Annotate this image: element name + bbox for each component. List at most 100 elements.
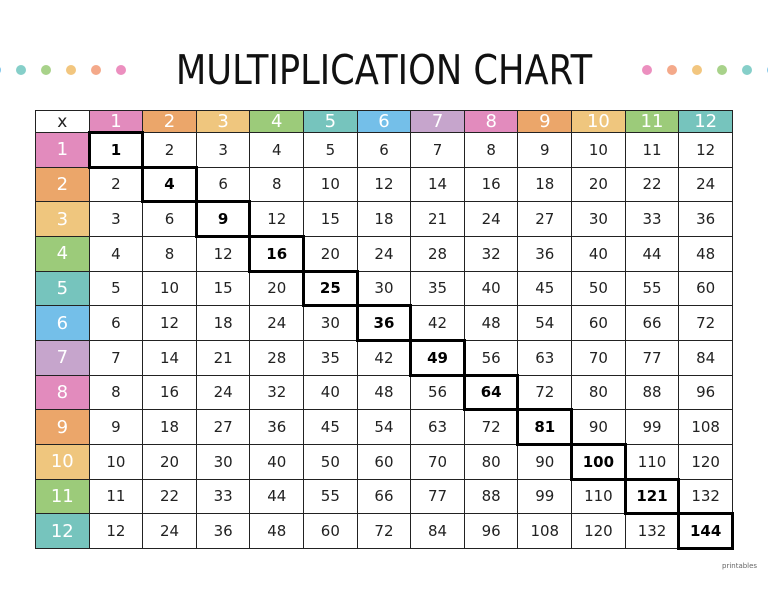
product-cell: 3 <box>88 201 144 237</box>
product-cell: 20 <box>142 443 197 480</box>
column-header: 6 <box>356 110 412 133</box>
product-cell: 18 <box>356 201 412 237</box>
product-cell: 72 <box>517 374 573 411</box>
product-cell: 48 <box>678 235 733 272</box>
product-cell: 50 <box>571 270 626 307</box>
product-cell: 30 <box>303 305 358 341</box>
square-cell: 64 <box>463 374 520 412</box>
product-cell: 30 <box>571 201 626 237</box>
column-header: 5 <box>303 110 358 133</box>
product-cell: 5 <box>303 132 358 168</box>
column-header: 7 <box>410 110 465 133</box>
product-cell: 80 <box>571 374 626 411</box>
square-cell: 49 <box>409 339 466 377</box>
column-header: 11 <box>624 110 680 133</box>
column-header: 8 <box>463 110 519 133</box>
product-cell: 10 <box>571 132 626 168</box>
product-cell: 30 <box>356 270 412 307</box>
product-cell: 132 <box>624 513 680 549</box>
product-cell: 80 <box>463 443 519 480</box>
product-cell: 36 <box>249 409 305 445</box>
product-cell: 15 <box>303 201 358 237</box>
product-cell: 88 <box>624 374 680 411</box>
decorative-dot <box>115 65 126 75</box>
table-row: 1 1 2 3 4 5 6 7 8 9 10 11 12 <box>35 131 733 169</box>
product-cell: 10 <box>303 166 358 203</box>
product-cell: 9 <box>517 132 573 168</box>
product-cell: 70 <box>571 339 626 376</box>
product-cell: 54 <box>517 305 573 341</box>
product-cell: 84 <box>678 339 733 376</box>
product-cell: 12 <box>356 166 412 203</box>
multiplication-table: x 1 2 3 4 5 6 7 8 9 10 11 12 1 1 2 3 4 5 6 7 8 9 10 11 12 2 2 4 6 8 1… <box>35 110 735 551</box>
row-header: 4 <box>35 235 90 272</box>
column-header: 1 <box>88 110 144 133</box>
product-cell: 72 <box>678 305 733 341</box>
row-header: 5 <box>35 270 90 307</box>
product-cell: 28 <box>249 339 305 376</box>
product-cell: 6 <box>88 305 144 341</box>
row-header: 7 <box>35 339 90 376</box>
product-cell: 14 <box>142 339 197 376</box>
row-header: 12 <box>35 513 90 549</box>
product-cell: 11 <box>624 132 680 168</box>
product-cell: 77 <box>410 478 465 515</box>
decorative-dot <box>742 65 753 75</box>
product-cell: 12 <box>678 132 733 168</box>
product-cell: 55 <box>624 270 680 307</box>
product-cell: 60 <box>678 270 733 307</box>
product-cell: 15 <box>195 270 251 307</box>
product-cell: 32 <box>463 235 519 272</box>
product-cell: 2 <box>142 132 197 168</box>
square-cell: 144 <box>677 512 735 551</box>
decorative-dots-left <box>0 65 126 75</box>
product-cell: 4 <box>249 132 305 168</box>
product-cell: 40 <box>249 443 305 480</box>
product-cell: 42 <box>356 339 412 376</box>
header-row: x 1 2 3 4 5 6 7 8 9 10 11 12 <box>35 110 733 133</box>
product-cell: 44 <box>249 478 305 515</box>
square-cell: 9 <box>195 200 252 239</box>
product-cell: 63 <box>517 339 573 376</box>
table-row: 3 3 6 9 12 15 18 21 24 27 30 33 36 <box>35 200 733 239</box>
square-cell: 1 <box>88 131 145 169</box>
product-cell: 48 <box>463 305 519 341</box>
decorative-dot <box>90 65 101 75</box>
product-cell: 8 <box>463 132 519 168</box>
column-header: 4 <box>249 110 305 133</box>
table-row: 7 7 14 21 28 35 42 49 56 63 70 77 84 <box>35 339 733 377</box>
product-cell: 56 <box>410 374 465 411</box>
product-cell: 18 <box>195 305 251 341</box>
product-cell: 27 <box>195 409 251 445</box>
product-cell: 7 <box>88 339 144 376</box>
product-cell: 63 <box>410 409 465 445</box>
product-cell: 120 <box>571 513 626 549</box>
product-cell: 35 <box>303 339 358 376</box>
square-cell: 16 <box>248 235 306 273</box>
table-row: 2 2 4 6 8 10 12 14 16 18 20 22 24 <box>35 166 733 204</box>
product-cell: 8 <box>249 166 305 203</box>
product-cell: 27 <box>517 201 573 237</box>
product-cell: 72 <box>463 409 519 445</box>
product-cell: 16 <box>142 374 197 411</box>
product-cell: 3 <box>195 132 251 168</box>
product-cell: 30 <box>195 443 251 480</box>
product-cell: 45 <box>303 409 358 445</box>
product-cell: 28 <box>410 235 465 272</box>
product-cell: 90 <box>571 409 626 445</box>
product-cell: 54 <box>356 409 412 445</box>
column-header: 9 <box>517 110 573 133</box>
product-cell: 20 <box>571 166 626 203</box>
corner-label: x <box>35 110 90 133</box>
decorative-dot <box>65 65 76 75</box>
product-cell: 16 <box>463 166 519 203</box>
product-cell: 4 <box>88 235 144 272</box>
square-cell: 36 <box>356 304 413 343</box>
product-cell: 18 <box>142 409 197 445</box>
product-cell: 32 <box>249 374 305 411</box>
product-cell: 24 <box>249 305 305 341</box>
product-cell: 22 <box>142 478 197 515</box>
product-cell: 99 <box>517 478 573 515</box>
product-cell: 66 <box>356 478 412 515</box>
decorative-dot <box>642 65 653 75</box>
